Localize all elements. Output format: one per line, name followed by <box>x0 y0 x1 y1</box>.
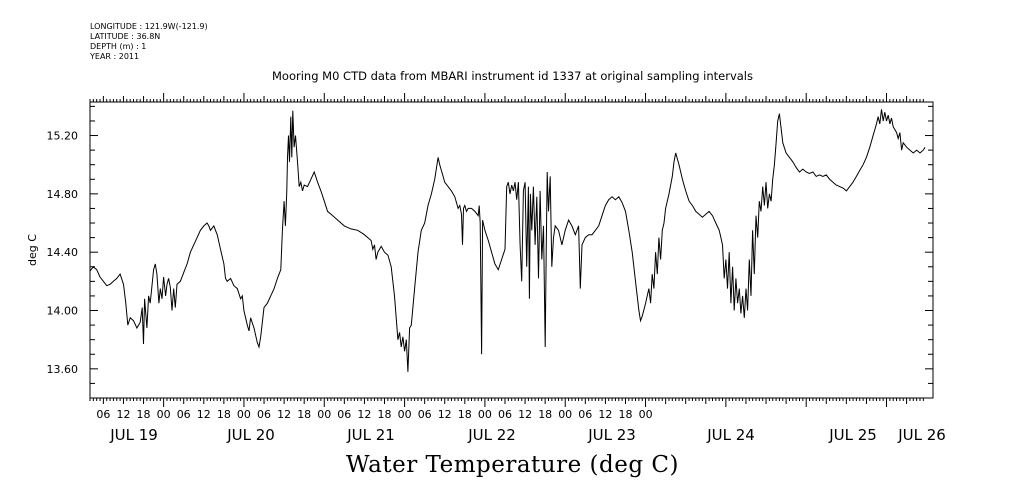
latitude-text: LATITUDE : 36.8N <box>90 32 161 41</box>
series-line-temperature <box>89 109 926 372</box>
axis-labels: 13.60 14.00 14.40 14.80 15.20 deg C 06 12 18 00 06… <box>26 130 946 444</box>
longitude-text: LONGITUDE : 121.9W(-121.9) <box>90 22 208 31</box>
x-hour-label: 06 <box>498 408 512 421</box>
x-hour-label: 00 <box>558 408 572 421</box>
x-hour-label: 06 <box>96 408 110 421</box>
depth-text: DEPTH (m) : 1 <box>90 42 147 51</box>
y-axis-label: deg C <box>26 234 39 266</box>
x-hour-label: 12 <box>438 408 452 421</box>
x-hour-label: 12 <box>197 408 211 421</box>
chart-title: Mooring M0 CTD data from MBARI instrumen… <box>272 69 753 83</box>
x-hour-label: 06 <box>418 408 432 421</box>
x-hour-label: 18 <box>619 408 633 421</box>
x-hour-label: 06 <box>177 408 191 421</box>
x-hour-label: 00 <box>317 408 331 421</box>
x-hour-label: 18 <box>378 408 392 421</box>
x-hour-label: 00 <box>478 408 492 421</box>
x-hour-label: 18 <box>538 408 552 421</box>
x-day-label: JUL 20 <box>226 426 275 444</box>
x-hour-label: 12 <box>598 408 612 421</box>
variable-title: Water Temperature (deg C) <box>346 452 679 478</box>
x-day-label: JUL 26 <box>897 426 946 444</box>
x-hour-label: 00 <box>639 408 653 421</box>
x-hour-label: 18 <box>217 408 231 421</box>
x-hour-label: 00 <box>157 408 171 421</box>
x-hour-label: 18 <box>297 408 311 421</box>
y-tick-label: 14.80 <box>47 188 79 201</box>
x-hour-label: 18 <box>458 408 472 421</box>
x-day-label: JUL 25 <box>828 426 877 444</box>
series-group <box>89 109 926 372</box>
y-tick-label: 14.00 <box>47 305 79 318</box>
x-hour-label: 06 <box>337 408 351 421</box>
x-hour-label: 00 <box>398 408 412 421</box>
x-hour-label: 00 <box>237 408 251 421</box>
x-hour-label: 12 <box>117 408 131 421</box>
x-day-label: JUL 24 <box>706 426 755 444</box>
x-day-label: JUL 23 <box>587 426 636 444</box>
plot-border <box>89 101 934 399</box>
x-day-label: JUL 19 <box>109 426 158 444</box>
x-hour-label: 12 <box>277 408 291 421</box>
location-metadata: LONGITUDE : 121.9W(-121.9) LATITUDE : 36… <box>90 22 208 62</box>
x-hour-label: 06 <box>257 408 271 421</box>
axis-ticks <box>89 93 933 407</box>
plot-frame <box>89 101 934 399</box>
y-tick-label: 15.20 <box>47 130 79 143</box>
y-tick-label: 14.40 <box>47 246 79 259</box>
x-hour-label: 18 <box>137 408 151 421</box>
x-hour-label: 12 <box>518 408 532 421</box>
year-text: YEAR : 2011 <box>90 52 140 61</box>
y-tick-label: 13.60 <box>47 363 79 376</box>
x-day-label: JUL 21 <box>346 426 395 444</box>
x-day-label: JUL 22 <box>467 426 516 444</box>
x-hour-label: 06 <box>578 408 592 421</box>
x-hour-label: 12 <box>357 408 371 421</box>
